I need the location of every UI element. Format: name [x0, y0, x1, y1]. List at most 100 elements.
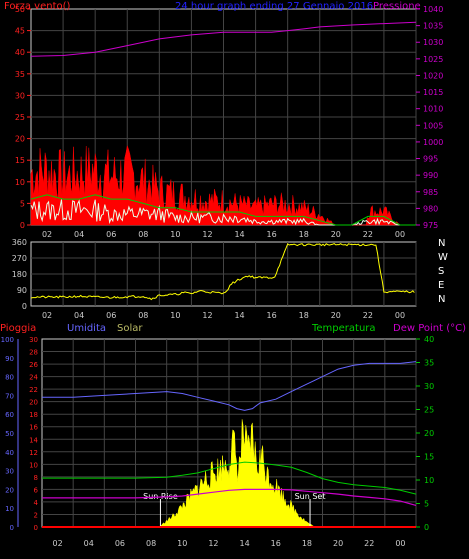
x-tick-label: 08: [146, 539, 156, 548]
wind-axis-label: Forza vento(): [4, 1, 71, 12]
right-tick-label: 985: [423, 188, 438, 197]
rain-humidity-panel: Sun Rise Sun Set 024681012141618202224262…: [0, 323, 466, 548]
x-tick-label: 10: [177, 539, 187, 548]
compass-label: N: [438, 238, 445, 249]
x-tick-label: 02: [42, 230, 52, 239]
direction-line: [30, 243, 415, 301]
right-tick-label: 1040: [423, 5, 443, 14]
direction-tick-label: 180: [12, 270, 27, 279]
umidita-tick-label: 70: [5, 392, 14, 400]
umidita-tick-label: 80: [5, 374, 14, 382]
temperatura-line: [42, 461, 417, 495]
umidita-line: [42, 361, 417, 411]
right-tick-label: 1035: [423, 22, 443, 31]
x-tick-label: 22: [364, 539, 374, 548]
x-tick-label: 10: [170, 311, 180, 320]
x-tick-label: 22: [363, 230, 373, 239]
x-tick-label: 16: [271, 539, 281, 548]
wind-pressure-marks: [30, 21, 417, 226]
x-tick-label: 02: [52, 539, 62, 548]
pioggia-tick-label: 8: [34, 474, 38, 482]
x-tick-label: 18: [299, 230, 309, 239]
umidita-tick-label: 90: [5, 355, 14, 363]
umidita-tick-label: 10: [5, 505, 14, 513]
direction-tick-label: 270: [12, 254, 27, 263]
pioggia-tick-label: 14: [29, 436, 38, 444]
right-tick-label: 1010: [423, 105, 443, 114]
right-tick-label: 990: [423, 171, 438, 180]
left-tick-label: 15: [15, 156, 25, 165]
right-tick-label: 1015: [423, 88, 443, 97]
x-tick-label: 10: [170, 230, 180, 239]
umidita-tick-label: 20: [5, 486, 14, 494]
average-wind-line: [30, 194, 416, 226]
wind-pressure-grid: [31, 9, 417, 225]
right-tick-label: 1030: [423, 38, 443, 47]
x-tick-label: 12: [202, 230, 212, 239]
right-tick-label: 995: [423, 155, 438, 164]
temp-tick-label: 40: [424, 335, 434, 344]
temp-tick-label: 20: [424, 429, 434, 438]
left-tick-label: 35: [15, 70, 25, 79]
x-tick-label: 14: [239, 539, 249, 548]
x-tick-label: 20: [331, 311, 341, 320]
x-tick-label: 18: [302, 539, 312, 548]
right-tick-label: 980: [423, 204, 438, 213]
temp-tick-label: 5: [424, 500, 429, 509]
wind-direction-grid: [31, 242, 417, 306]
right-tick-label: 1000: [423, 138, 443, 147]
legend-solar: Solar: [117, 323, 143, 334]
x-tick-label: 04: [74, 311, 84, 320]
pioggia-tick-label: 6: [34, 486, 39, 494]
temp-tick-label: 10: [424, 476, 434, 485]
left-tick-label: 20: [15, 135, 25, 144]
temp-tick-label: 25: [424, 406, 434, 415]
pioggia-tick-label: 4: [34, 499, 39, 507]
x-tick-label: 14: [234, 230, 244, 239]
wind-pressure-panel: 0510152025303540455097598098599099510001…: [4, 1, 443, 239]
x-tick-label: 20: [333, 539, 343, 548]
x-tick-label: 08: [138, 230, 148, 239]
right-tick-label: 1025: [423, 55, 443, 64]
x-tick-label: 02: [42, 311, 52, 320]
temp-tick-label: 15: [424, 453, 434, 462]
left-tick-label: 50: [15, 5, 25, 14]
sun-annotation: Sun Set: [295, 492, 326, 501]
rain-humidity-marks: Sun Rise Sun Set: [42, 361, 417, 528]
left-tick-label: 40: [15, 48, 25, 57]
pioggia-tick-label: 2: [34, 511, 38, 519]
pioggia-tick-label: 10: [29, 461, 38, 469]
pioggia-tick-label: 0: [34, 524, 38, 532]
umidita-tick-label: 30: [5, 468, 14, 476]
left-tick-label: 5: [20, 199, 25, 208]
umidita-tick-label: 40: [5, 449, 14, 457]
x-tick-label: 04: [84, 539, 94, 548]
wind-pressure-ticks: 0510152025303540455097598098599099510001…: [15, 5, 444, 239]
x-tick-label: 00: [395, 539, 405, 548]
right-tick-label: 1020: [423, 71, 443, 80]
x-tick-label: 14: [234, 311, 244, 320]
umidita-tick-label: 50: [5, 430, 14, 438]
temp-tick-label: 35: [424, 359, 434, 368]
pioggia-tick-label: 20: [29, 399, 38, 407]
pressure-line: [30, 21, 417, 57]
legend-dewpoint: Dew Point (°C): [393, 323, 466, 334]
left-tick-label: 25: [15, 113, 25, 122]
x-tick-label: 12: [202, 311, 212, 320]
chart-title: 24 hour graph ending 27 Gennaio 2016: [175, 1, 373, 12]
dewpoint-line: [42, 488, 417, 506]
pioggia-tick-label: 26: [29, 361, 38, 369]
x-tick-label: 22: [363, 311, 373, 320]
direction-tick-label: 90: [17, 286, 27, 295]
wind-direction-marks: [30, 243, 415, 301]
left-tick-label: 45: [15, 27, 25, 36]
pioggia-tick-label: 18: [29, 411, 38, 419]
x-tick-label: 20: [331, 230, 341, 239]
x-tick-label: 16: [267, 311, 277, 320]
left-tick-label: 30: [15, 91, 25, 100]
compass-label: N: [438, 294, 445, 305]
legend-temperatura: Temperatura: [311, 323, 376, 334]
